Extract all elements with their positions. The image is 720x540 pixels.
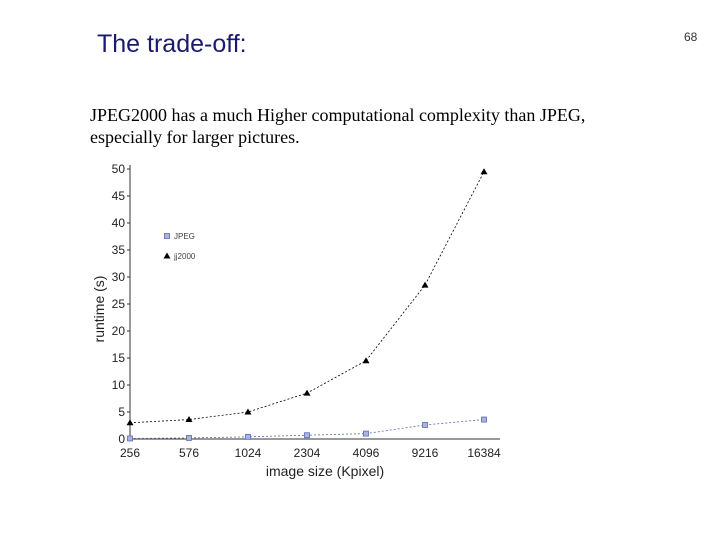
legend-marker-jj2000	[163, 252, 171, 259]
data-point-jpeg	[304, 432, 310, 439]
y-tick-label: 20	[112, 324, 126, 338]
legend-marker-jpeg	[164, 233, 170, 239]
x-tick-label: 2304	[294, 446, 321, 460]
data-point-jpeg	[363, 430, 369, 437]
data-point-jj2000	[185, 416, 193, 423]
data-point-jj2000	[244, 408, 252, 415]
data-point-jj2000	[362, 357, 370, 364]
y-tick-label: 40	[112, 216, 126, 230]
body-text: JPEG2000 has a much Higher computational…	[90, 104, 690, 148]
x-tick-label: 1024	[235, 446, 262, 460]
y-axis-title: runtime (s)	[91, 276, 107, 343]
y-tick-label: 0	[118, 432, 125, 446]
data-point-jj2000	[303, 389, 311, 396]
y-tick-label: 15	[112, 351, 126, 365]
x-tick-label: 9216	[412, 446, 439, 460]
y-tick-label: 10	[112, 378, 126, 392]
data-point-jpeg	[127, 435, 133, 442]
y-tick-label: 5	[118, 405, 125, 419]
data-point-jj2000	[126, 419, 134, 426]
x-axis-title: image size (Kpixel)	[266, 463, 384, 479]
data-point-jpeg	[481, 416, 487, 423]
data-point-jpeg	[186, 435, 192, 441]
y-tick-label: 45	[112, 189, 126, 203]
data-point-jj2000	[480, 168, 488, 175]
body-line-1: JPEG2000 has a much Higher computational…	[90, 105, 586, 125]
x-tick-label: 576	[179, 446, 199, 460]
x-tick-label: 4096	[353, 446, 380, 460]
y-tick-label: 30	[112, 270, 126, 284]
legend-label-jj2000: jj2000	[173, 252, 196, 261]
y-tick-label: 35	[112, 243, 126, 257]
page-number: 68	[684, 30, 698, 44]
slide-title: The trade-off:	[97, 30, 247, 58]
data-point-jj2000	[421, 281, 429, 288]
body-line-2: especially for larger pictures.	[90, 127, 300, 147]
data-point-jpeg	[245, 433, 251, 440]
y-tick-label: 25	[112, 297, 126, 311]
legend-label-jpeg: JPEG	[174, 232, 195, 241]
x-tick-label: 16384	[467, 446, 501, 460]
y-tick-label: 50	[112, 162, 126, 176]
x-tick-label: 256	[120, 446, 140, 460]
data-point-jpeg	[422, 422, 428, 428]
series-line-jj2000	[129, 171, 485, 424]
